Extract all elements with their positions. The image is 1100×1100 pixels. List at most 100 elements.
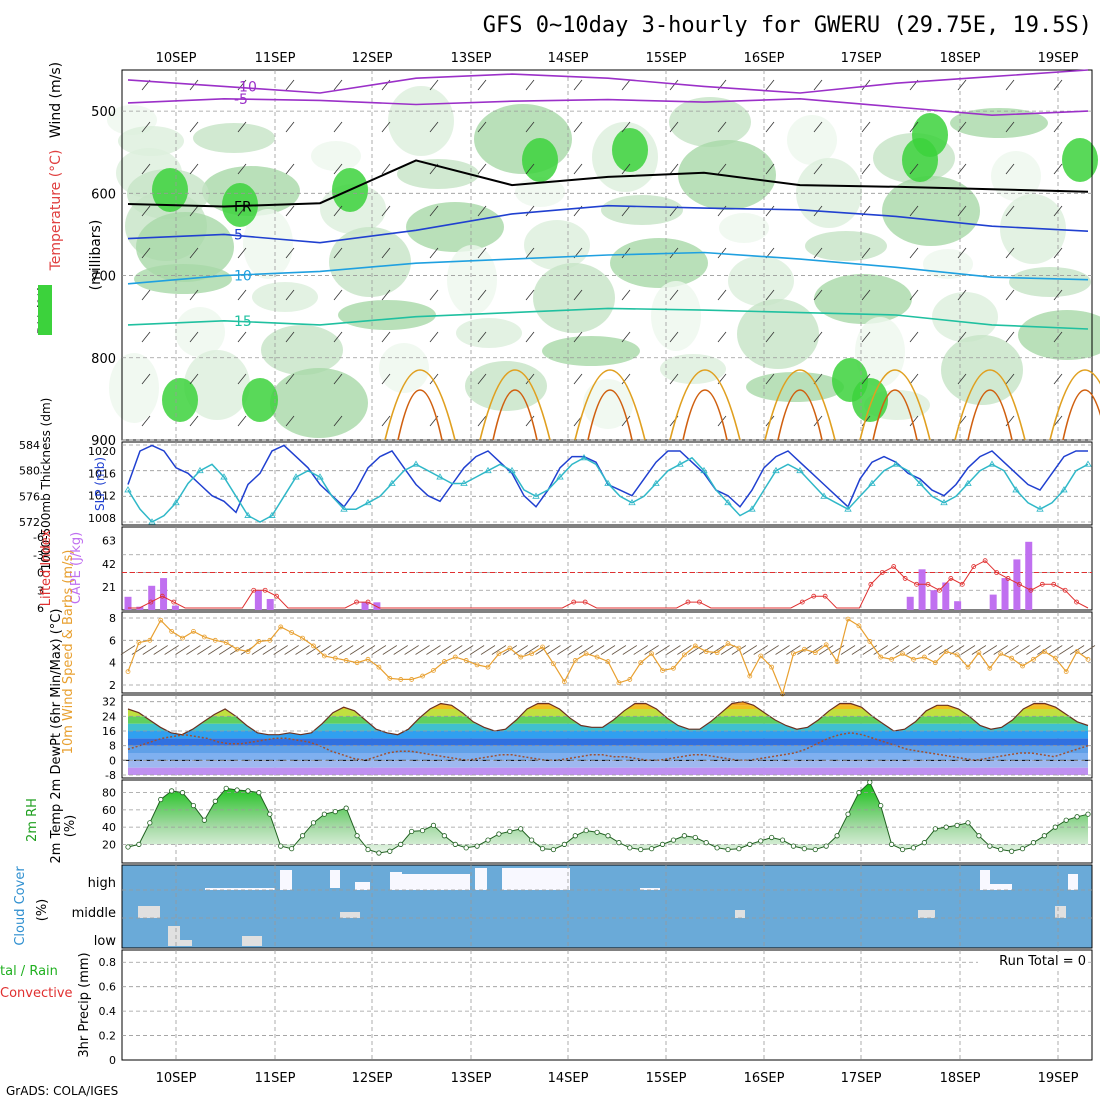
wind-barb	[765, 121, 775, 133]
date-label-bottom: 17SEP	[841, 1071, 882, 1086]
rh-high-patch	[162, 378, 198, 422]
wind-barb	[141, 121, 151, 133]
temp-band	[128, 745, 1088, 753]
y-tick-label: low	[94, 934, 117, 949]
wind-marker	[409, 677, 415, 682]
wind-marker	[561, 679, 567, 685]
cape-bar	[148, 585, 156, 610]
thickness-marker	[532, 492, 540, 499]
rh-marker	[179, 790, 186, 796]
rh-marker	[790, 843, 797, 849]
rh-high-patch	[612, 128, 648, 172]
surface-wind-barb	[1026, 645, 1041, 655]
wind-barb	[477, 331, 487, 343]
surface-wind-barb	[546, 645, 561, 655]
thickness-marker	[940, 498, 948, 506]
surface-wind-barb	[808, 645, 823, 655]
surface-wind-barb	[873, 645, 888, 655]
wind-barb	[1005, 247, 1015, 259]
wind-barb	[813, 121, 823, 133]
wind-marker	[147, 637, 153, 643]
y-tick-label: 6	[109, 634, 116, 647]
wind-barb	[1053, 373, 1063, 385]
wind-barb	[909, 289, 919, 301]
cape-bar	[989, 594, 997, 610]
surface-wind-barb	[742, 645, 758, 655]
surface-wind-barb	[971, 645, 987, 655]
axis-label: Lifted Index	[39, 529, 54, 606]
middle-cloud-bar	[918, 910, 935, 918]
li-marker	[159, 593, 165, 599]
y-tick-right: 1016	[88, 467, 116, 480]
wind-marker	[758, 653, 764, 659]
high-cloud-bar	[980, 870, 990, 890]
wind-barb	[237, 373, 247, 385]
rh-marker	[736, 846, 742, 852]
wind-marker	[551, 661, 556, 667]
wind-barb	[285, 373, 295, 385]
wind-marker	[954, 652, 960, 658]
wind-marker	[540, 644, 545, 650]
wind-barb	[141, 331, 151, 343]
wind-marker	[452, 654, 458, 660]
cape-bar	[160, 578, 168, 610]
axis-label: SLP (mb)	[93, 457, 107, 511]
panel-frame	[121, 949, 1093, 1061]
rh-marker	[365, 846, 371, 853]
y-tick-right: 63	[102, 535, 116, 548]
rh-marker	[147, 820, 153, 826]
surface-wind-barb	[720, 645, 736, 655]
rh-marker	[223, 785, 229, 791]
warm-contour	[682, 389, 728, 441]
axis-label: 10m Wind Speed & Barbs (m/s)	[61, 550, 76, 755]
surface-wind-barb	[338, 645, 354, 655]
wind-marker	[736, 645, 742, 651]
high-cloud-bar	[280, 870, 292, 890]
wind-barb	[237, 121, 247, 133]
wind-marker	[932, 660, 938, 666]
wind-marker	[1031, 656, 1036, 662]
rh-shade	[533, 263, 615, 333]
thickness-marker	[220, 473, 228, 480]
wind-marker	[387, 675, 393, 681]
panel-frame	[121, 526, 1093, 611]
y-tick-left: 572	[19, 516, 40, 529]
li-marker	[685, 599, 691, 605]
date-label-bottom: 12SEP	[352, 1071, 393, 1086]
date-label-top: 11SEP	[255, 51, 296, 66]
wind-barb	[573, 163, 583, 175]
rh-marker	[387, 848, 393, 854]
thickness-marker	[148, 518, 156, 525]
high-cloud-bar	[502, 868, 570, 890]
surface-wind-barb	[884, 645, 899, 655]
surface-wind-barb	[786, 645, 801, 655]
surface-wind-barb	[600, 645, 616, 655]
wind-barb	[477, 415, 487, 427]
wind-barb	[861, 121, 871, 133]
rh-marker	[1041, 833, 1047, 839]
li-marker	[891, 564, 897, 569]
li-marker	[948, 576, 954, 581]
date-label-bottom: 11SEP	[255, 1071, 296, 1086]
high-cloud-bar	[402, 874, 470, 890]
wind-marker	[1063, 669, 1069, 674]
wind-marker	[812, 650, 818, 656]
rh-shade	[311, 141, 361, 171]
thickness-marker	[388, 479, 396, 486]
li-marker	[1028, 587, 1034, 593]
rh-high-patch	[152, 168, 188, 212]
cape-bar	[906, 596, 914, 610]
temp-band	[128, 709, 1088, 717]
surface-wind-barb	[568, 645, 583, 655]
wind-barb	[621, 163, 631, 175]
y-tick-right: 21	[102, 581, 116, 594]
wind-marker	[900, 651, 905, 657]
cape-bar	[171, 605, 179, 610]
wind-barb	[1053, 415, 1063, 427]
wind-barb	[477, 205, 487, 217]
wind-marker	[300, 635, 305, 641]
cape-bar	[361, 602, 369, 610]
wind-barb	[909, 331, 919, 343]
rh-legend-swatch	[38, 285, 52, 335]
thickness-marker	[796, 466, 804, 474]
